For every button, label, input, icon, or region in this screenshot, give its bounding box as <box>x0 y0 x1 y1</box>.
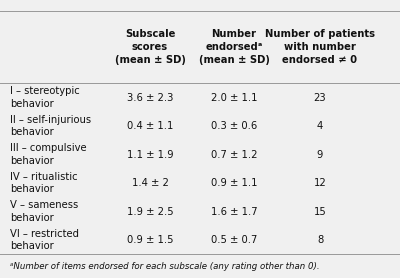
Text: 2.0 ± 1.1: 2.0 ± 1.1 <box>211 93 257 103</box>
Text: 1.6 ± 1.7: 1.6 ± 1.7 <box>211 207 257 217</box>
Text: 0.9 ± 1.5: 0.9 ± 1.5 <box>127 235 173 245</box>
Text: 1.9 ± 2.5: 1.9 ± 2.5 <box>127 207 173 217</box>
Text: 0.9 ± 1.1: 0.9 ± 1.1 <box>211 178 257 188</box>
Text: 4: 4 <box>317 121 323 131</box>
Text: 1.4 ± 2: 1.4 ± 2 <box>132 178 168 188</box>
Text: 9: 9 <box>317 150 323 160</box>
Text: Subscale
scores
(mean ± SD): Subscale scores (mean ± SD) <box>114 29 186 65</box>
Text: 0.7 ± 1.2: 0.7 ± 1.2 <box>211 150 257 160</box>
Text: Number
endorsedᵃ
(mean ± SD): Number endorsedᵃ (mean ± SD) <box>198 29 270 65</box>
Text: 8: 8 <box>317 235 323 245</box>
Text: 1.1 ± 1.9: 1.1 ± 1.9 <box>127 150 173 160</box>
Text: 12: 12 <box>314 178 326 188</box>
Text: ᵃNumber of items endorsed for each subscale (any rating other than 0).: ᵃNumber of items endorsed for each subsc… <box>10 262 320 271</box>
Text: III – compulsive
behavior: III – compulsive behavior <box>10 143 87 166</box>
Text: 0.4 ± 1.1: 0.4 ± 1.1 <box>127 121 173 131</box>
Text: IV – ritualistic
behavior: IV – ritualistic behavior <box>10 172 78 194</box>
Text: I – stereotypic
behavior: I – stereotypic behavior <box>10 86 80 109</box>
Text: 3.6 ± 2.3: 3.6 ± 2.3 <box>127 93 173 103</box>
Text: Number of patients
with number
endorsed ≠ 0: Number of patients with number endorsed … <box>265 29 375 65</box>
Text: II – self-injurious
behavior: II – self-injurious behavior <box>10 115 91 137</box>
Text: 15: 15 <box>314 207 326 217</box>
Text: 0.3 ± 0.6: 0.3 ± 0.6 <box>211 121 257 131</box>
Text: V – sameness
behavior: V – sameness behavior <box>10 200 78 223</box>
Text: VI – restricted
behavior: VI – restricted behavior <box>10 229 79 251</box>
Text: 0.5 ± 0.7: 0.5 ± 0.7 <box>211 235 257 245</box>
Text: 23: 23 <box>314 93 326 103</box>
